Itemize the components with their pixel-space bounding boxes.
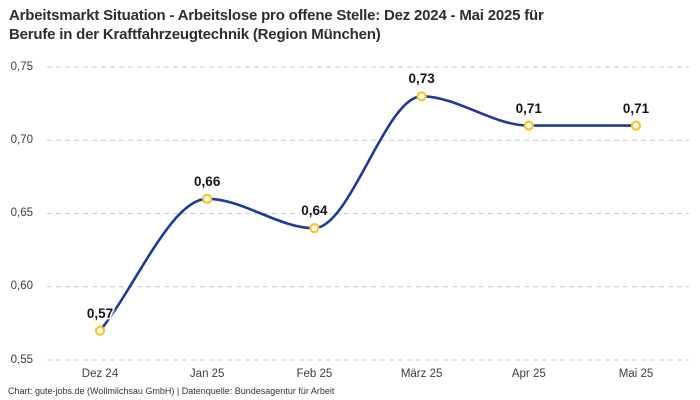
chart-source-credit: Chart: gute-jobs.de (Wollmilchsau GmbH) … — [8, 386, 335, 396]
data-point-marker — [416, 91, 427, 102]
data-point-marker — [523, 120, 534, 131]
data-point-marker — [630, 120, 642, 131]
chart-title-line2: Berufe in der Kraftfahrzeugtechnik (Regi… — [9, 26, 381, 43]
chart-title: Arbeitsmarkt Situation - Arbeitslose pro… — [9, 6, 693, 44]
data-point-marker — [202, 193, 213, 204]
data-point-marker — [94, 325, 106, 336]
chart-title-line1: Arbeitsmarkt Situation - Arbeitslose pro… — [9, 7, 544, 24]
data-point-marker — [309, 223, 320, 234]
